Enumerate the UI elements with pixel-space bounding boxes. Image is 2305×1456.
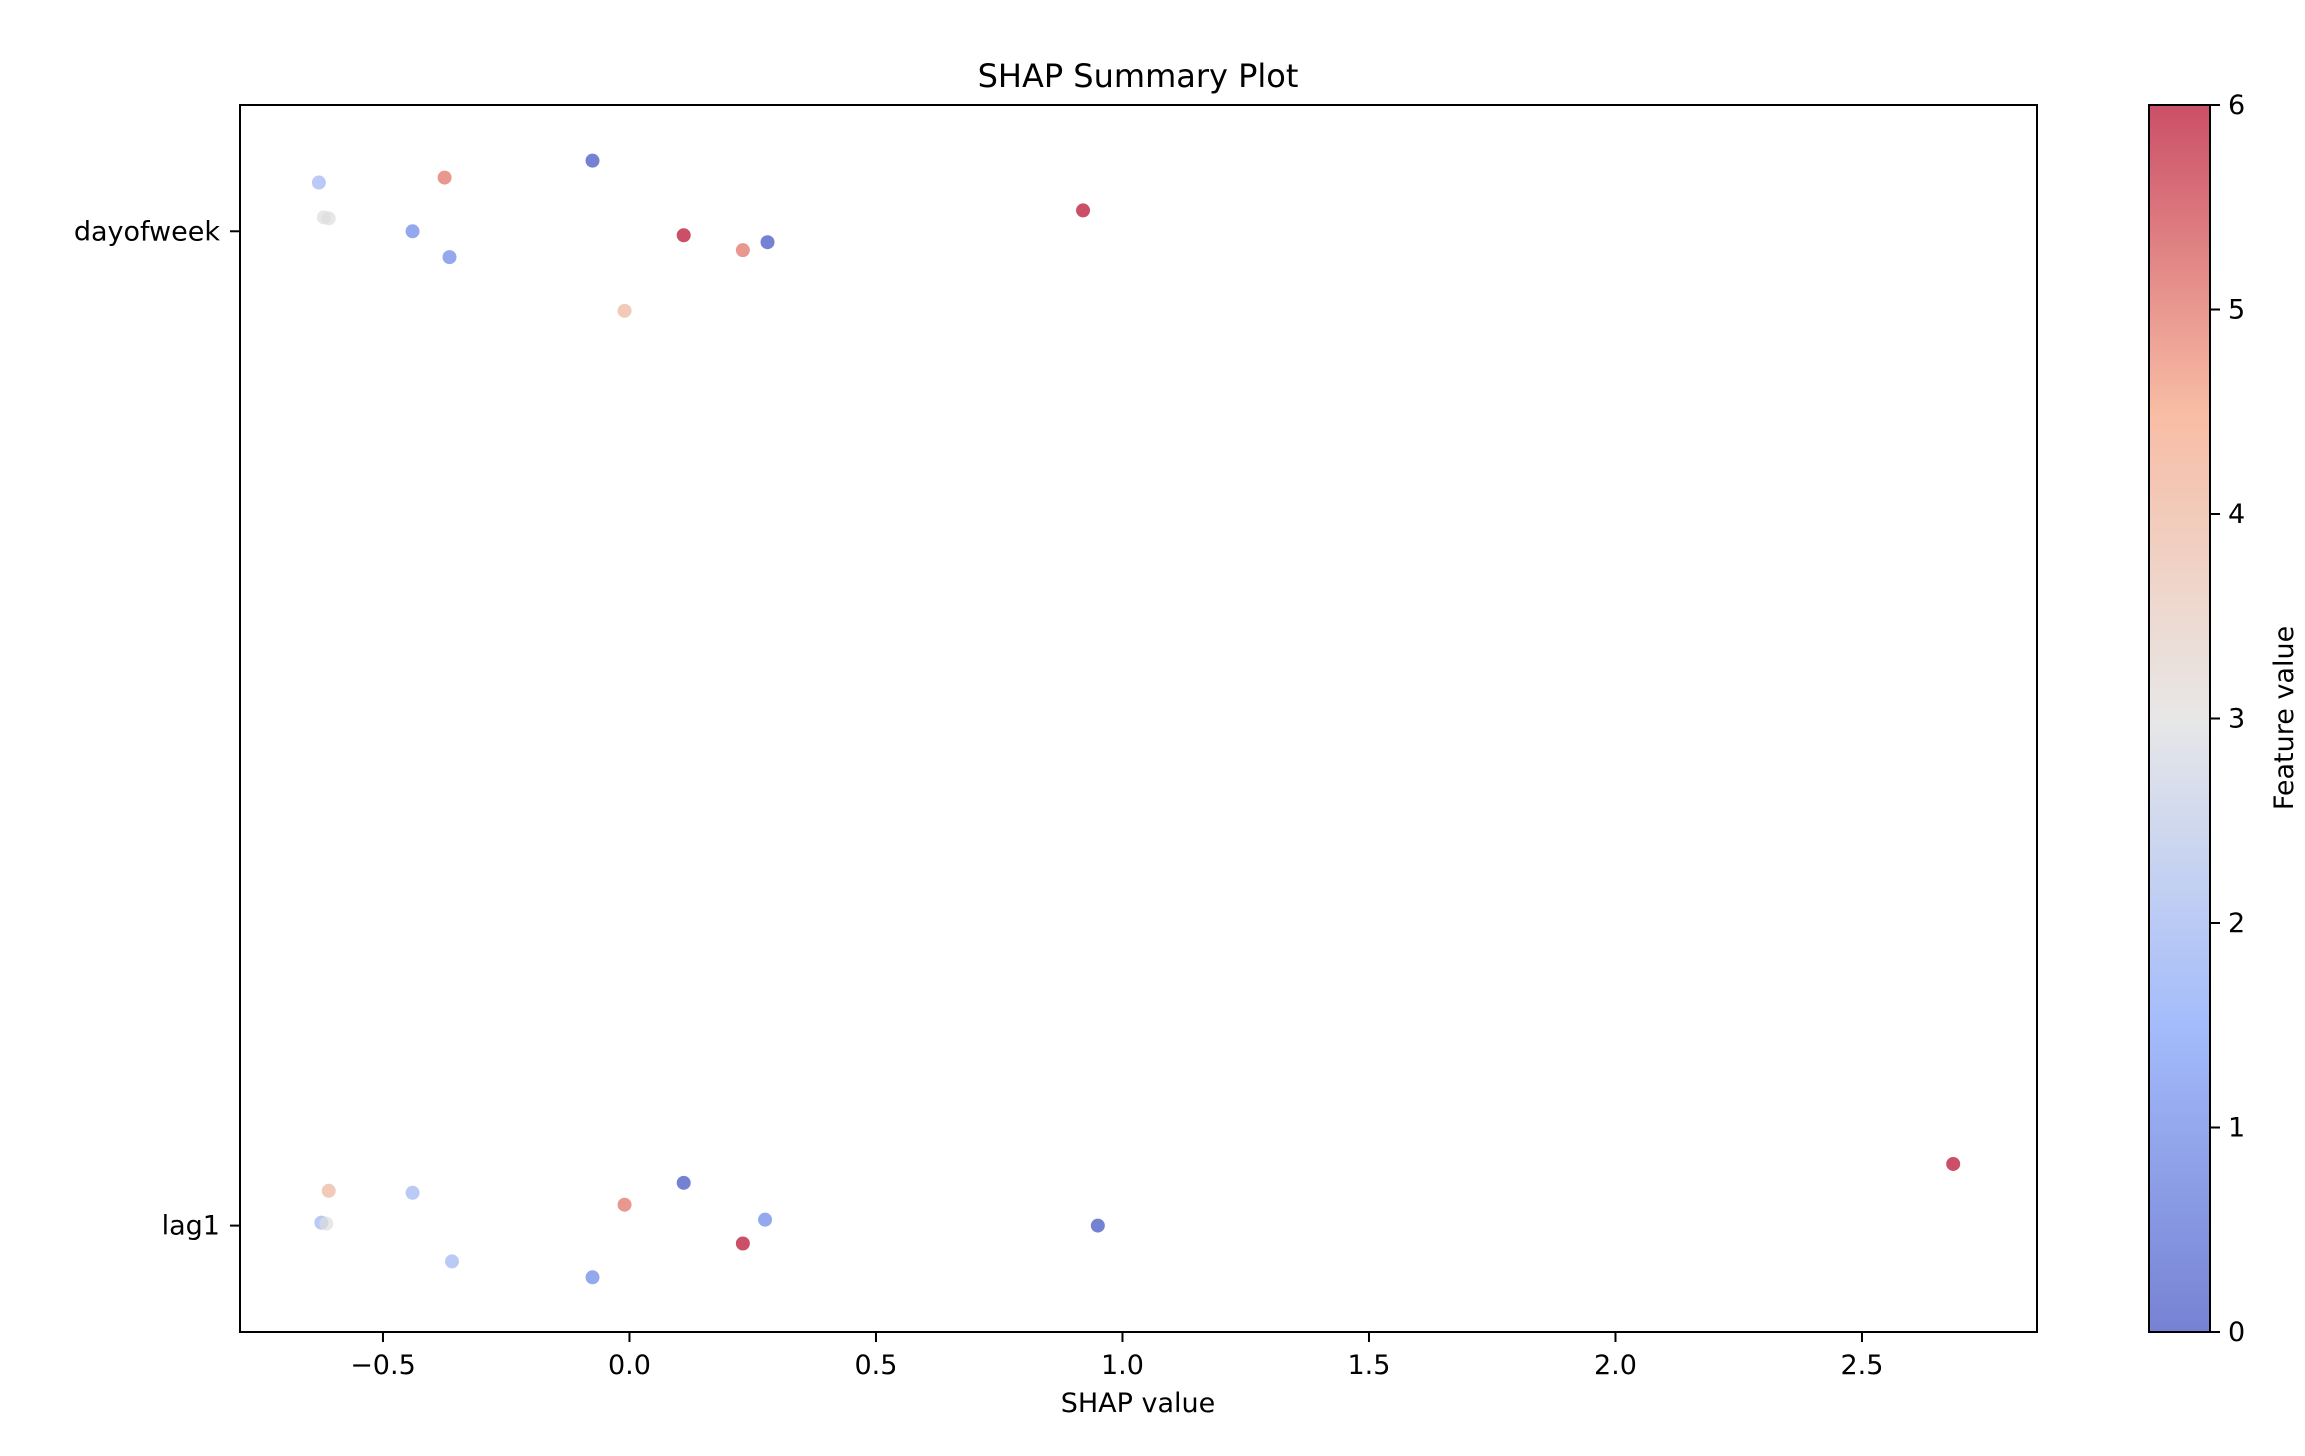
scatter-point xyxy=(676,1175,691,1190)
scatter-point xyxy=(735,1236,750,1251)
scatter-point xyxy=(760,235,775,250)
plot-frame xyxy=(239,104,2038,1333)
colorbar-label: Feature value xyxy=(2269,626,2300,810)
y-tick-label: dayofweek xyxy=(74,216,221,247)
colorbar-axis: 0 1 2 3 4 5 6 xyxy=(2210,90,2245,1348)
scatter-point xyxy=(758,1212,773,1227)
scatter-point xyxy=(405,224,420,239)
scatter-point xyxy=(437,170,452,185)
y-axis: lag1 dayofweek xyxy=(74,216,240,1242)
colorbar-tick-label: 5 xyxy=(2228,295,2245,326)
scatter-point xyxy=(1076,203,1091,218)
colorbar-tick-label: 6 xyxy=(2228,90,2245,121)
scatter-point xyxy=(321,211,336,226)
x-tick-label: 1.5 xyxy=(1348,1350,1391,1381)
colorbar-tick-label: 0 xyxy=(2228,1317,2245,1348)
scatter-point xyxy=(617,303,632,318)
scatter-point xyxy=(585,1270,600,1285)
x-axis: −0.5 0.0 0.5 1.0 1.5 2.0 2.5 xyxy=(350,1332,1883,1381)
x-axis-label: SHAP value xyxy=(1061,1388,1216,1419)
scatter-point xyxy=(321,1183,336,1198)
scatter-point xyxy=(1946,1156,1961,1171)
scatter-point xyxy=(676,228,691,243)
scatter-point xyxy=(1090,1218,1105,1233)
scatter-point xyxy=(319,1216,334,1231)
scatter-point xyxy=(735,243,750,258)
scatter-point xyxy=(405,1185,420,1200)
chart-title: SHAP Summary Plot xyxy=(978,57,1299,95)
y-tick-label: lag1 xyxy=(162,1211,220,1242)
colorbar-tick-label: 4 xyxy=(2228,499,2245,530)
scatter-point xyxy=(442,250,457,265)
x-tick-label: 0.0 xyxy=(608,1350,651,1381)
x-tick-label: −0.5 xyxy=(350,1350,416,1381)
scatter-point xyxy=(444,1254,459,1269)
colorbar xyxy=(2148,104,2211,1333)
scatter-point xyxy=(617,1197,632,1212)
scatter-point xyxy=(585,153,600,168)
x-tick-label: 1.0 xyxy=(1101,1350,1144,1381)
colorbar-tick-label: 1 xyxy=(2228,1113,2245,1144)
colorbar-tick-label: 3 xyxy=(2228,704,2245,735)
x-tick-label: 2.5 xyxy=(1841,1350,1884,1381)
scatter-point xyxy=(311,175,326,190)
scatter-points xyxy=(311,153,1961,1285)
colorbar-tick-label: 2 xyxy=(2228,908,2245,939)
x-tick-label: 2.0 xyxy=(1594,1350,1637,1381)
x-tick-label: 0.5 xyxy=(854,1350,897,1381)
